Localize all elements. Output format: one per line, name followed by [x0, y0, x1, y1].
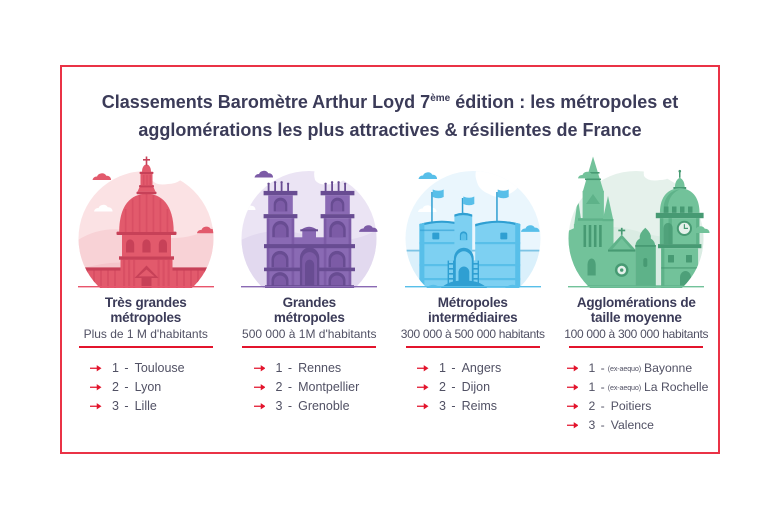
category-heading: Très grandes métropoles — [104, 295, 187, 325]
cathedral-tower-right — [320, 181, 355, 288]
ranking-list: 1 - Toulouse 2 - Lyon 3 - Lille — [90, 359, 185, 416]
category-subtitle: Plus de 1 M d'habitants — [83, 327, 208, 341]
ranking-item: 1 - (ex-aequo) La Rochelle — [566, 378, 708, 397]
arrow-icon — [90, 403, 102, 410]
ranking-item: 2 - Poitiers — [566, 397, 709, 416]
arrow-icon — [417, 384, 429, 391]
red-underline — [78, 346, 213, 348]
arrow-icon — [566, 365, 578, 372]
ranking-item: 2 - Montpellier — [253, 378, 359, 397]
ranking-list: 1 - (ex-aequo) Bayonne 1 - (ex-aequo) La Roc… — [566, 359, 709, 435]
churches-skyline-illustration — [568, 156, 710, 288]
ranking-item: 3 - Reims — [417, 397, 501, 416]
arrow-icon — [417, 403, 429, 410]
red-underline — [569, 346, 704, 348]
column-agglomerations-de-taille-moyenne: Agglomérations de taille moyenne 100 000 … — [555, 148, 719, 435]
arrow-icon — [90, 384, 102, 391]
category-heading: Métropoles intermédiaires — [428, 295, 518, 325]
category-heading: Grandes métropoles — [273, 295, 345, 325]
arrow-icon — [253, 384, 265, 391]
arrow-icon — [253, 403, 265, 410]
red-underline — [242, 346, 377, 348]
category-columns: Très grandes métropoles Plus de 1 M d'hab… — [64, 148, 718, 435]
title-line-1: Classements Baromètre Arthur Loyd 7ème é… — [101, 92, 679, 112]
arrow-icon — [90, 365, 102, 372]
clock-tower — [656, 169, 704, 288]
ranking-item: 2 - Dijon — [417, 378, 501, 397]
page-title: Classements Baromètre Arthur Loyd 7ème é… — [62, 88, 718, 144]
column-tres-grandes-metropoles: Très grandes métropoles Plus de 1 M d'hab… — [64, 148, 228, 435]
infographic-frame: Classements Baromètre Arthur Loyd 7ème é… — [60, 65, 720, 454]
arrow-icon — [566, 403, 578, 410]
ranking-item: 1 - Rennes — [253, 359, 360, 378]
cathedral-tower-left — [263, 181, 298, 288]
arrow-icon — [566, 384, 578, 391]
ranking-item: 2 - Lyon — [90, 378, 185, 397]
ranking-list: 1 - Angers 2 - Dijon 3 - Reims — [417, 359, 501, 416]
ranking-item: 1 - (ex-aequo) Bayonne — [566, 359, 709, 378]
ranking-item: 3 - Lille — [90, 397, 185, 416]
castle-illustration — [404, 171, 541, 288]
ranking-item: 1 - Toulouse — [90, 359, 185, 378]
ranking-item: 3 - Valence — [566, 416, 709, 435]
category-subtitle: 100 000 à 300 000 habitants — [564, 327, 709, 341]
castle-flags — [430, 189, 509, 225]
round-turret — [635, 227, 657, 288]
red-underline — [405, 346, 540, 348]
arrow-icon — [253, 365, 265, 372]
ranking-list: 1 - Rennes 2 - Montpellier 3 - Grenoble — [253, 359, 360, 416]
cathedral-illustration — [241, 161, 378, 288]
ranking-item: 3 - Grenoble — [253, 397, 360, 416]
ranking-item: 1 - Angers — [417, 359, 501, 378]
castle-portcullis — [447, 260, 479, 288]
arrow-icon — [566, 421, 578, 429]
dome-monument-illustration — [77, 156, 214, 288]
title-line-2: agglomérations les plus attractives & ré… — [138, 120, 642, 140]
category-subtitle: 500 000 à 1M d'habitants — [242, 327, 377, 341]
village-church — [608, 227, 636, 288]
arrow-icon — [417, 365, 429, 372]
category-subtitle: 300 000 à 500 000 habitants — [400, 327, 545, 341]
superscript-eme: ème — [430, 93, 451, 104]
column-metropoles-intermediaires: Métropoles intermédiaires 300 000 à 500 0… — [391, 148, 555, 435]
column-grandes-metropoles: Grandes métropoles 500 000 à 1M d'habitan… — [228, 148, 392, 435]
category-heading: Agglomérations de taille moyenne — [576, 295, 696, 325]
